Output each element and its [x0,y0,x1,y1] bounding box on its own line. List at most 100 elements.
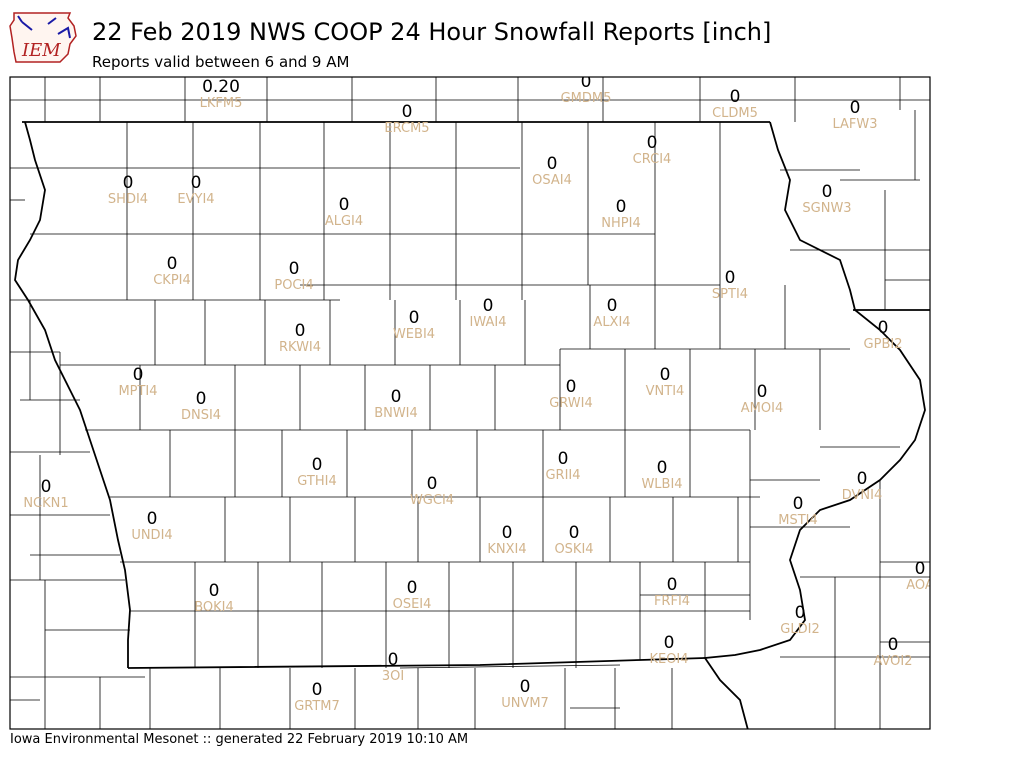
station-value: 0 [407,578,418,598]
station-value: 0 [558,449,569,469]
station-id: GMDM5 [561,91,612,106]
station-value: 0 [391,387,402,407]
station-value: 0 [793,494,804,514]
station-value: 0 [664,633,675,653]
station-value: 0 [427,474,438,494]
station-id: BOKI4 [194,600,234,615]
station-value: 0 [339,195,350,215]
station-id: NHPI4 [601,216,640,231]
station-value: 0 [191,173,202,193]
station-value: 0 [725,268,736,288]
station-value: 0 [41,477,52,497]
map-frame [9,76,931,730]
station-value: 0 [569,523,580,543]
iem-logo: IEM [9,12,77,63]
station-value: 0 [409,308,420,328]
station-id: CKPI4 [153,273,191,288]
station-id: GRWI4 [549,396,593,411]
map-subtitle: Reports valid between 6 and 9 AM [92,53,350,71]
station-id: OSEI4 [393,597,432,612]
mississippi-river-border [703,121,926,729]
station-value: 0 [660,365,671,385]
station-id: DNSI4 [181,408,221,423]
county-boundaries [10,77,930,729]
station-id: CRCI4 [633,152,672,167]
station-value: 0.20 [202,77,240,97]
station-id: EVYI4 [177,192,214,207]
station-id: SHDI4 [108,192,148,207]
station-id: ALGI4 [325,214,363,229]
station-id: AOA [906,578,934,593]
station-value: 0 [133,365,144,385]
iowa-south-border [127,657,706,669]
state-boundaries [14,121,930,729]
station-id: BNWI4 [374,406,418,421]
station-value: 0 [647,133,658,153]
station-value: 0 [209,581,220,601]
station-value: 0 [196,389,207,409]
station-id: GLDI2 [780,622,819,637]
station-value: 0 [757,382,768,402]
station-value: 0 [822,182,833,202]
wind-barb-icon [17,15,71,39]
station-id: MPTI4 [118,384,157,399]
station-id: NCKN1 [23,496,68,511]
station-value: 0 [312,455,323,475]
station-id: FRFI4 [654,594,690,609]
station-value: 0 [520,677,531,697]
logo-text: IEM [21,40,61,61]
station-value: 0 [547,154,558,174]
station-value: 0 [312,680,323,700]
station-id: AVOI2 [873,654,912,669]
map-title: 22 Feb 2019 NWS COOP 24 Hour Snowfall Re… [92,18,772,46]
station-id: KNXI4 [487,542,526,557]
station-value: 0 [502,523,513,543]
station-value: 0 [857,469,868,489]
station-id: WGCI4 [410,493,454,508]
station-id: MSTI4 [778,513,818,528]
station-id: ERCM5 [384,121,429,136]
station-value: 0 [388,650,399,670]
station-value: 0 [878,318,889,338]
station-value: 0 [667,575,678,595]
station-id: LKFM5 [200,96,243,111]
station-value: 0 [730,87,741,107]
station-id: WEBI4 [393,327,435,342]
station-id: AMOI4 [741,401,783,416]
footer-credit: Iowa Environmental Mesonet :: generated … [10,732,469,747]
station-value: 0 [295,321,306,341]
